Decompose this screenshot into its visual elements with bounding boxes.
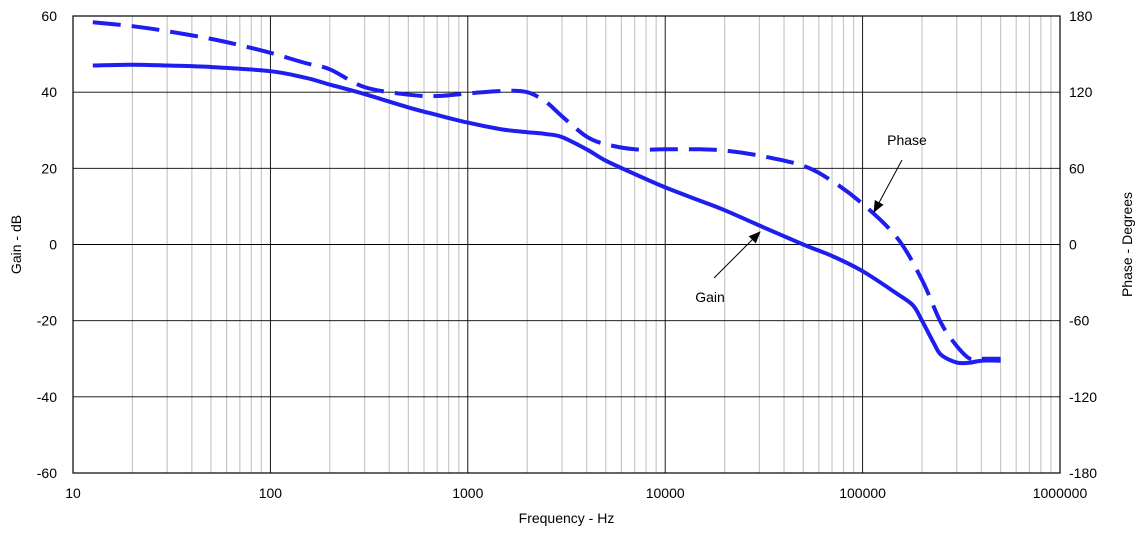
x-tick-label: 100 [259,485,283,501]
annotations: Phase Gain [695,132,927,305]
y-axis-label-left: Gain - dB [8,215,24,274]
y-tick-label-left: 60 [41,8,57,24]
tick-labels: 10 100 1000 10000 100000 1000000 60 40 20 0 -20 -40… [37,8,1097,501]
gain-callout-arrow [713,231,761,279]
x-tick-label: 10 [65,485,81,501]
y-tick-label-left: 40 [41,84,57,100]
phase-series-line [92,20,1001,362]
series-layer [92,20,1001,366]
y-tick-label-right: 180 [1069,8,1093,24]
gain-callout-label: Gain [695,289,725,305]
y-tick-label-left: 0 [49,237,57,253]
major-grid [73,16,1060,473]
y-tick-label-right: 60 [1069,160,1085,176]
y-tick-label-left: -40 [37,389,57,405]
y-tick-label-right: 120 [1069,84,1093,100]
phase-callout-label: Phase [887,132,927,148]
x-tick-label: 10000 [646,485,685,501]
y-tick-label-right: -60 [1069,313,1089,329]
x-axis-label: Frequency - Hz [519,510,615,526]
y-tick-label-right: -120 [1069,389,1097,405]
y-tick-label-right: -180 [1069,465,1097,481]
y-axis-label-right: Phase - Degrees [1119,192,1135,297]
y-tick-label-left: 20 [41,160,57,176]
x-tick-label: 1000 [452,485,483,501]
phase-callout-arrow [873,159,903,213]
gain-series-line [92,62,1001,366]
y-tick-label-left: -60 [37,465,57,481]
x-tick-label: 100000 [839,485,886,501]
plot-frame [72,15,1061,474]
x-tick-label: 1000000 [1033,485,1088,501]
y-tick-label-left: -20 [37,313,57,329]
y-tick-label-right: 0 [1069,237,1077,253]
